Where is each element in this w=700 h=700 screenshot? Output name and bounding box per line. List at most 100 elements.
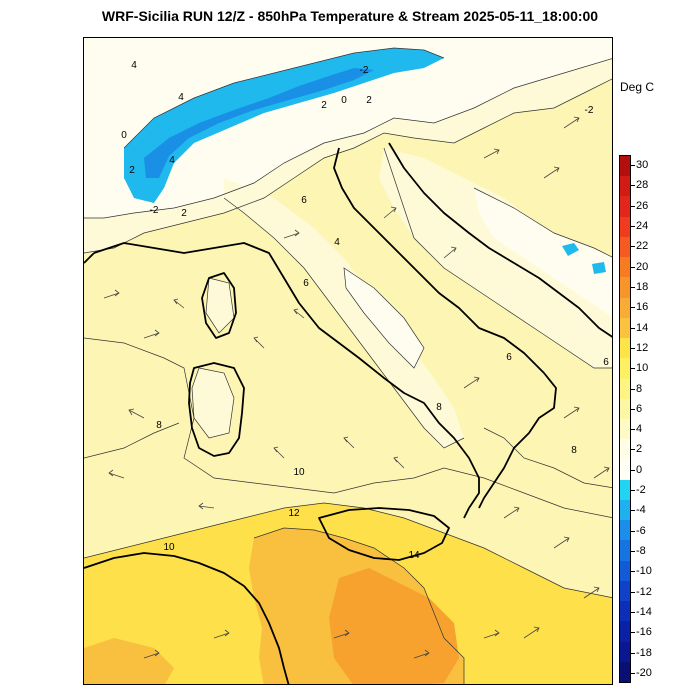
colorbar-segment [620, 297, 630, 318]
isotherm-lines [84, 47, 612, 684]
colorbar-tick [631, 551, 635, 552]
colorbar-label: -8 [636, 545, 646, 557]
colorbar-label: 24 [636, 220, 649, 233]
map-title: WRF-Sicilia RUN 12/Z - 850hPa Temperatur… [101, 8, 599, 24]
colorbar-label: -4 [636, 504, 646, 517]
colorbar-tick [631, 185, 635, 187]
apennines-light-band [224, 178, 464, 448]
colorbar-tick [631, 165, 635, 167]
alps-colder-core [144, 68, 374, 178]
colorbar-segment [620, 499, 630, 521]
contour-label: 8 [571, 445, 577, 456]
colorbar-tick [631, 591, 635, 593]
balkans-coast [388, 142, 612, 338]
colorbar-label: 16 [636, 301, 649, 314]
colorbar-label: 6 [636, 402, 643, 415]
colorbar-tick [631, 429, 635, 431]
contour-label: 0 [341, 95, 347, 106]
balkans-cold-spot [562, 243, 579, 256]
contour-label: 14 [408, 550, 420, 561]
colorbar-label: -14 [636, 605, 652, 618]
colorbar-segment [620, 317, 630, 339]
contour-label: 2 [129, 165, 135, 176]
contour-label: -2 [360, 65, 369, 76]
colorbar-tick [631, 530, 635, 532]
colorbar-label: -2 [636, 484, 646, 497]
colorbar-tick [631, 611, 635, 613]
colorbar-tick [631, 408, 635, 410]
colorbar-segment [620, 479, 630, 500]
colorbar-segment [620, 216, 630, 237]
contour-label: 6 [301, 195, 307, 206]
contour-label: 6 [303, 278, 309, 289]
colorbar-segment [620, 621, 630, 642]
coastlines [84, 142, 612, 684]
contour-label: 10 [293, 467, 305, 478]
temperature-colorbar [619, 155, 631, 683]
contour-label: 0 [121, 130, 127, 141]
colorbar-segment [620, 156, 630, 177]
colorbar-segment [620, 236, 630, 258]
temperature-map: 4 4 0 -2 2 0 2 4 2 -2 2 6 6 4 6 8 8 10 12 10 14 8 6 -2 [83, 37, 613, 685]
contour-label: -2 [150, 205, 159, 216]
contour-label: 8 [436, 402, 442, 413]
balkans-light-band [379, 148, 612, 368]
colorbar-tick [631, 368, 635, 370]
colorbar-tick [631, 632, 635, 634]
corsica-coast [201, 272, 237, 339]
colorbar-label: 18 [636, 281, 649, 293]
colorbar-labels: 30 28 26 24 22 20 18 16 14 12 10 8 6 4 2 0 -2 -4 -6 -8 -10 -1… [631, 155, 672, 683]
contour-label: 2 [181, 208, 187, 219]
colorbar-segment [620, 338, 630, 359]
colorbar-label: 8 [636, 382, 643, 395]
colorbar-label: 0 [636, 463, 643, 476]
contour-label: 2 [366, 95, 372, 106]
colorbar-segment [620, 257, 630, 278]
colorbar-label: 12 [636, 341, 649, 354]
colorbar-label: -20 [636, 666, 652, 679]
colorbar-segment [620, 459, 630, 480]
colorbar-unit: Deg C [620, 80, 655, 94]
colorbar-label: -16 [636, 626, 652, 639]
contour-label: 6 [603, 357, 609, 368]
contour-label: 6 [506, 352, 512, 363]
colorbar-segment [620, 661, 630, 683]
colorbar-label: -18 [636, 646, 652, 659]
sardinia-coast [188, 362, 245, 457]
contour-label: 12 [288, 508, 300, 519]
colorbar-tick [631, 449, 635, 451]
colorbar-tick [631, 226, 635, 228]
contour-label: 2 [321, 100, 327, 111]
colorbar-tick [631, 347, 635, 349]
colorbar-segment [620, 540, 630, 561]
colorbar-segment [620, 176, 630, 197]
colorbar-segment [620, 560, 630, 581]
colorbar-segment [620, 439, 630, 460]
colorbar-label: 14 [636, 321, 649, 334]
colorbar-tick [631, 490, 635, 492]
italy-east-coast [333, 147, 557, 509]
colorbar-tick [631, 469, 635, 471]
colorbar-segment [620, 196, 630, 217]
contour-label: 4 [178, 92, 184, 103]
colorbar-segment [620, 398, 630, 420]
colorbar-label: 10 [636, 362, 649, 375]
colorbar-tick [631, 672, 635, 674]
contour-label: 4 [169, 155, 175, 166]
map-canvas: 4 4 0 -2 2 0 2 4 2 -2 2 6 6 4 6 8 8 10 12 10 14 8 6 -2 [84, 38, 612, 684]
colorbar-tick [631, 246, 635, 248]
colorbar-segment [620, 277, 630, 298]
contour-label: 4 [334, 237, 340, 248]
contour-label: 10 [163, 542, 175, 553]
colorbar-tick [631, 327, 635, 329]
contour-label: 8 [156, 420, 162, 431]
colorbar-segment [620, 378, 630, 399]
north-africa-coast [84, 552, 290, 684]
colorbar-tick [631, 266, 635, 268]
alps-cold-core [124, 48, 444, 203]
colorbar-segment [620, 641, 630, 662]
colorbar-tick [631, 388, 635, 390]
colorbar-label: 2 [636, 443, 643, 456]
colorbar-tick [631, 205, 635, 207]
colorbar-label: 4 [636, 423, 643, 436]
